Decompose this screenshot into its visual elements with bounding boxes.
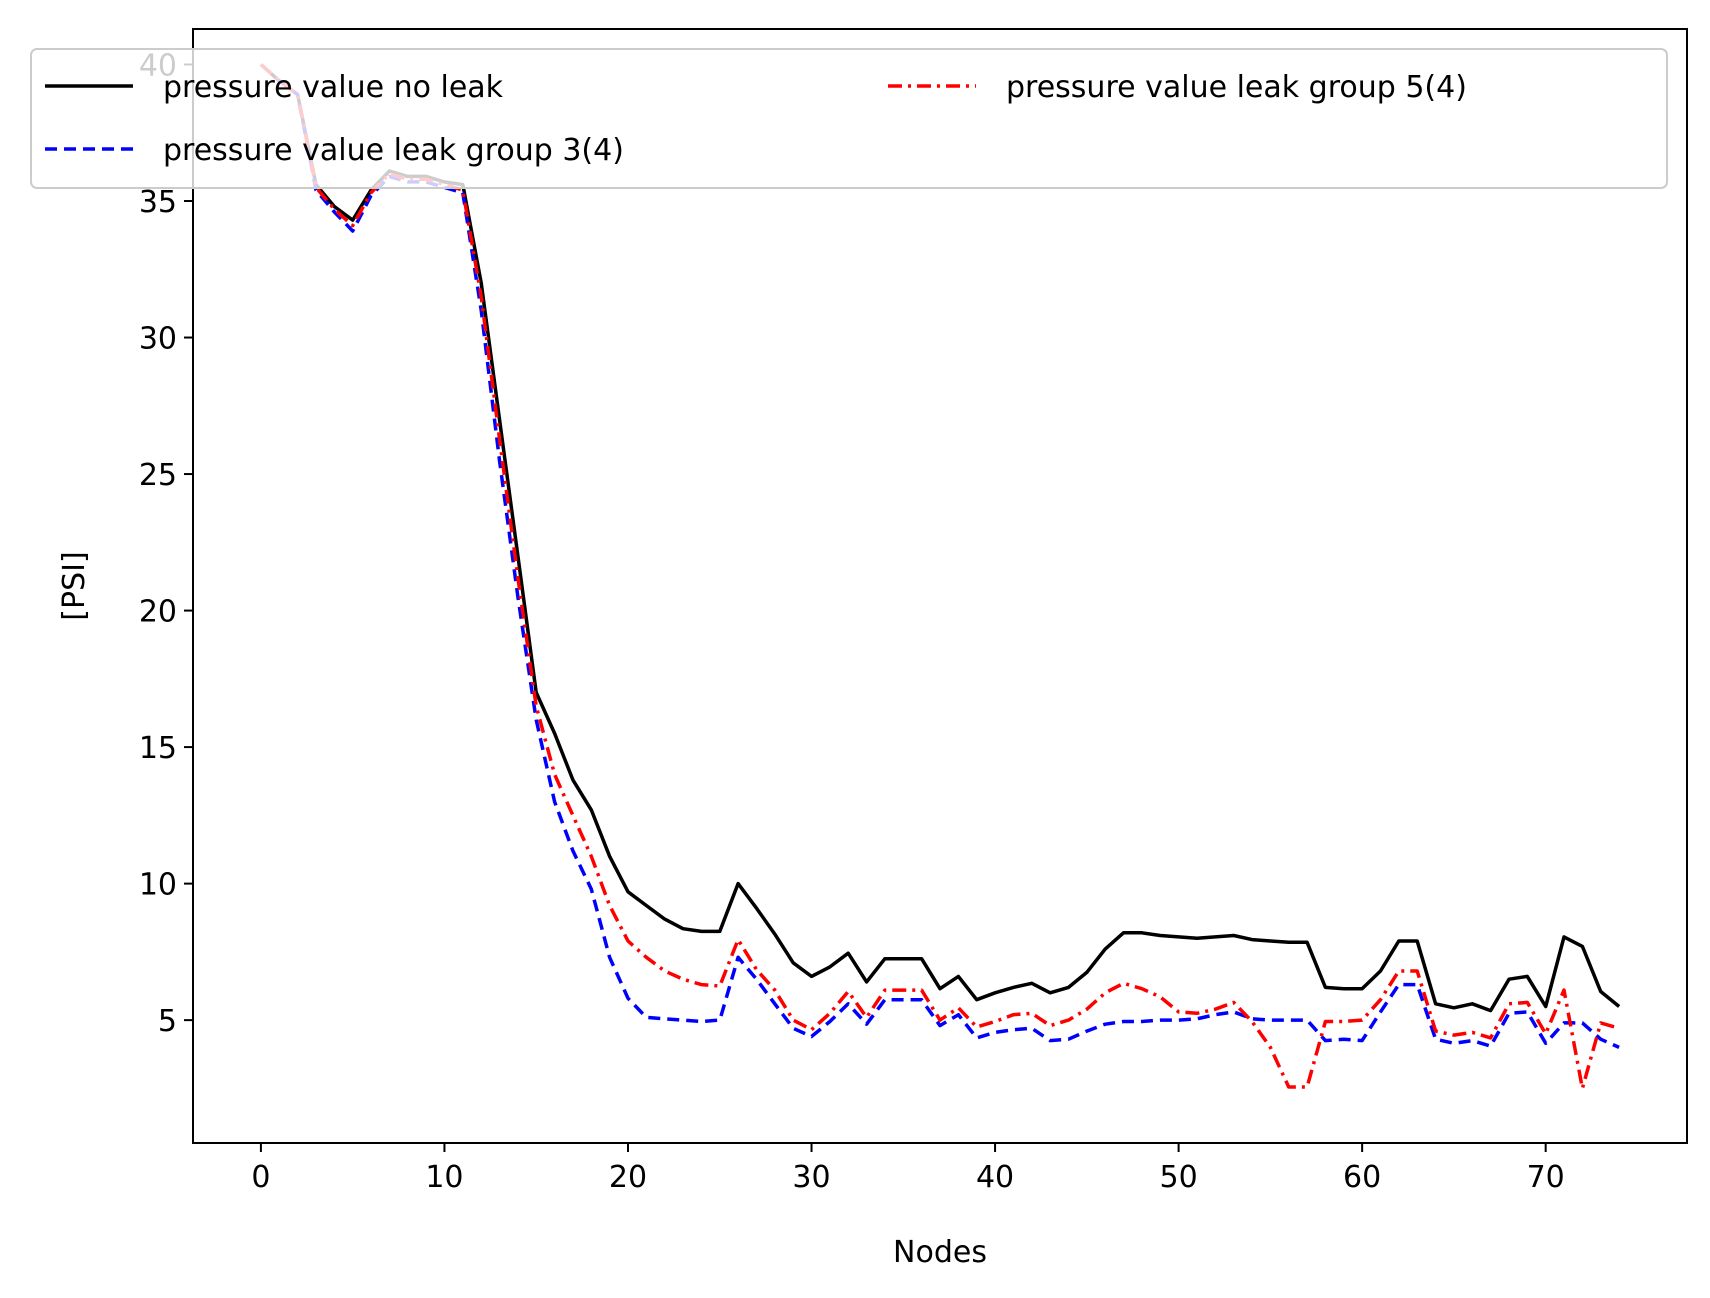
y-tick-label: 30 — [139, 322, 177, 357]
y-axis-title: [PSI] — [57, 551, 92, 620]
x-tick-label: 20 — [609, 1160, 647, 1195]
x-tick-label: 10 — [425, 1160, 463, 1195]
x-axis-title: Nodes — [893, 1235, 987, 1270]
series-line-pressure-value-leak-group-5-4 — [259, 63, 1620, 1091]
y-tick-label: 35 — [139, 185, 177, 220]
y-tick-label: 20 — [139, 595, 177, 630]
series-line-pressure-value-no-leak — [259, 63, 1621, 1013]
x-tick-label: 60 — [1343, 1160, 1381, 1195]
y-tick-label: 15 — [139, 731, 177, 766]
y-tick-label: 25 — [139, 458, 177, 493]
x-tick-label: 40 — [976, 1160, 1014, 1195]
legend-box — [30, 48, 1668, 189]
legend-label-no-leak: pressure value no leak — [163, 70, 504, 105]
x-tick-label: 0 — [251, 1160, 270, 1195]
series-line-pressure-value-leak-group-3-4 — [259, 63, 1620, 1049]
legend-label-leak-group-5: pressure value leak group 5(4) — [1006, 70, 1467, 105]
x-tick-label: 30 — [792, 1160, 830, 1195]
legend: pressure value no leak pressure value le… — [30, 48, 1668, 189]
x-tick-label: 70 — [1527, 1160, 1565, 1195]
plot-frame — [192, 28, 1688, 1144]
y-tick-label: 5 — [158, 1004, 177, 1039]
legend-label-leak-group-3: pressure value leak group 3(4) — [163, 133, 624, 168]
y-tick-label: 10 — [139, 868, 177, 903]
x-tick-label: 50 — [1160, 1160, 1198, 1195]
